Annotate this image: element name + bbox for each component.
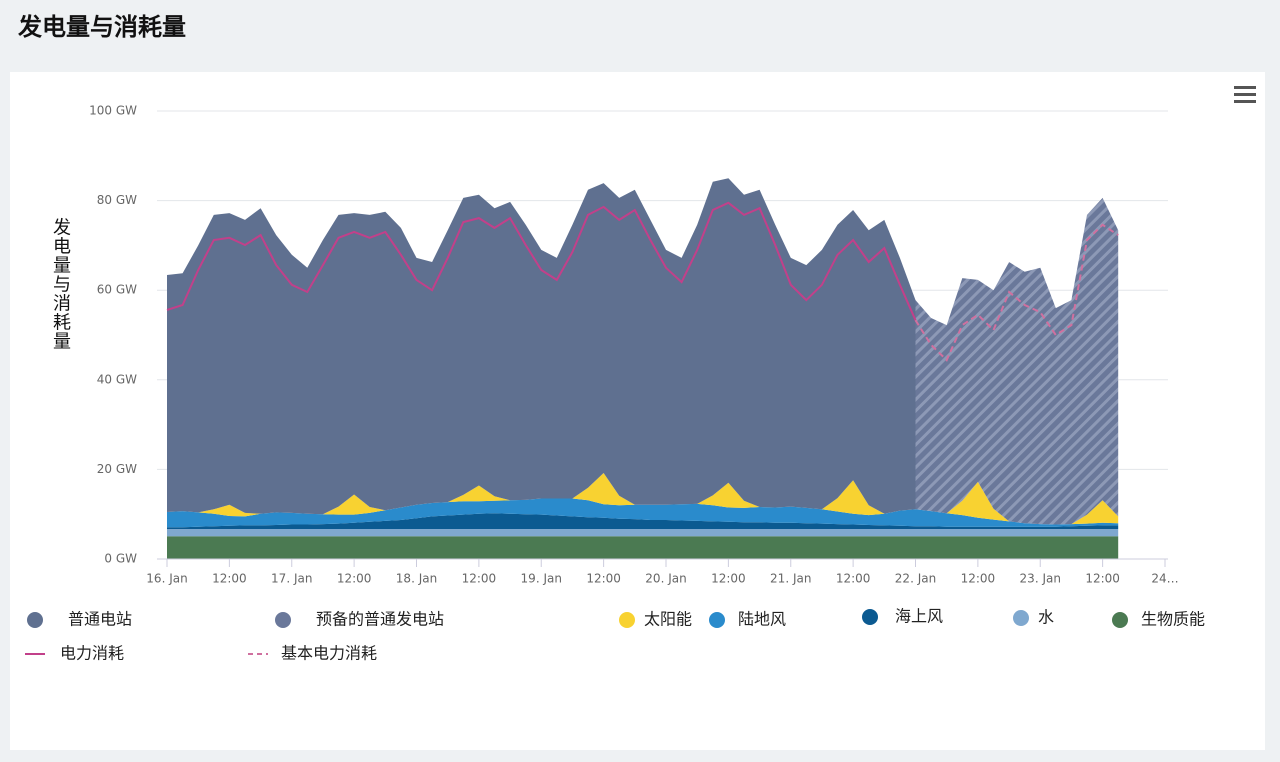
legend-label: 生物质能: [1141, 610, 1205, 629]
legend-item[interactable]: 海上风: [862, 607, 943, 626]
area: [167, 473, 1119, 525]
y-tick-label: 40 GW: [97, 372, 137, 386]
legend-label: 太阳能: [644, 610, 692, 629]
menu-bar: [1234, 86, 1256, 89]
legend-item[interactable]: 生物质能: [1112, 610, 1205, 629]
area: [167, 178, 916, 515]
y-tick-label: 100 GW: [89, 104, 137, 118]
y-tick-label: 80 GW: [97, 193, 137, 207]
legend-marker: [275, 612, 291, 628]
x-tick-label: 12:00: [1085, 572, 1120, 586]
x-tick-label: 12:00: [337, 572, 372, 586]
x-tick-label: 12:00: [711, 572, 746, 586]
x-tick-label: 16. Jan: [146, 572, 187, 586]
y-tick-label: 0 GW: [104, 552, 137, 566]
legend-label: 电力消耗: [60, 644, 124, 663]
legend-marker: [619, 612, 635, 628]
area: [167, 536, 1119, 559]
x-tick-label: 24…: [1151, 572, 1178, 586]
menu-bar: [1234, 100, 1256, 103]
legend-label: 陆地风: [738, 610, 786, 629]
legend-label: 基本电力消耗: [281, 644, 377, 663]
legend-item[interactable]: 预备的普通发电站: [275, 610, 444, 629]
legend-marker: [27, 612, 43, 628]
legend-marker: [1112, 612, 1128, 628]
legend-label: 海上风: [895, 607, 943, 626]
menu-button[interactable]: [1234, 86, 1256, 103]
area: [167, 498, 1119, 528]
area: [167, 529, 1119, 537]
x-tick-label: 23. Jan: [1020, 572, 1061, 586]
legend-item[interactable]: 电力消耗: [25, 644, 124, 663]
x-tick-label: 12:00: [586, 572, 621, 586]
legend-item[interactable]: 太阳能: [619, 610, 692, 629]
x-tick-label: 12:00: [462, 572, 497, 586]
area-layer: [167, 178, 1119, 559]
legend-item[interactable]: 基本电力消耗: [248, 644, 377, 663]
legend-item[interactable]: 陆地风: [709, 610, 786, 629]
x-tick-label: 12:00: [212, 572, 247, 586]
y-tick-label: 20 GW: [97, 462, 137, 476]
page-title: 发电量与消耗量: [17, 13, 186, 41]
menu-bar: [1234, 93, 1256, 96]
x-tick-label: 19. Jan: [521, 572, 562, 586]
x-tick-label: 12:00: [836, 572, 871, 586]
line: [914, 223, 1119, 362]
x-tick-label: 18. Jan: [396, 572, 437, 586]
legend-label: 水: [1038, 608, 1054, 627]
legend-item[interactable]: 水: [1013, 608, 1054, 627]
legend-label: 预备的普通发电站: [316, 610, 444, 629]
legend-marker: [862, 609, 878, 625]
y-axis-title: 发电量与消耗量: [50, 217, 71, 350]
legend-marker: [709, 612, 725, 628]
line: [166, 201, 917, 321]
x-tick-label: 21. Jan: [770, 572, 811, 586]
x-tick-label: 12:00: [961, 572, 996, 586]
area: [167, 513, 1119, 529]
legend-label: 普通电站: [68, 610, 132, 629]
legend-marker: [1013, 610, 1029, 626]
area: [915, 197, 1119, 525]
y-tick-label: 60 GW: [97, 283, 137, 297]
x-tick-label: 20. Jan: [645, 572, 686, 586]
x-tick-label: 22. Jan: [895, 572, 936, 586]
legend-item[interactable]: 普通电站: [27, 610, 132, 629]
x-tick-label: 17. Jan: [271, 572, 312, 586]
